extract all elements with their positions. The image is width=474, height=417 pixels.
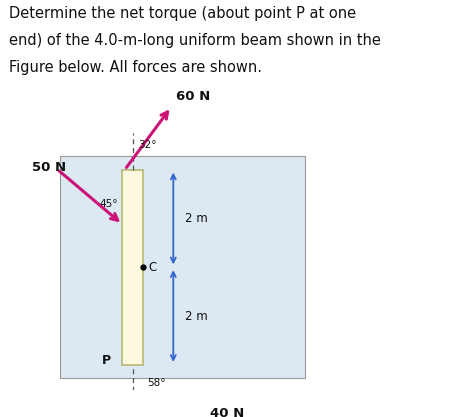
- FancyBboxPatch shape: [60, 156, 305, 379]
- Text: 2 m: 2 m: [185, 309, 208, 322]
- Text: 58°: 58°: [147, 378, 165, 388]
- Text: 2 m: 2 m: [185, 212, 208, 225]
- Text: end) of the 4.0-m-long uniform beam shown in the: end) of the 4.0-m-long uniform beam show…: [9, 33, 381, 48]
- Text: Figure below. All forces are shown.: Figure below. All forces are shown.: [9, 60, 262, 75]
- Text: Determine the net torque (about point P at one: Determine the net torque (about point P …: [9, 6, 356, 21]
- Text: 32°: 32°: [138, 140, 157, 150]
- Text: 50 N: 50 N: [32, 161, 66, 174]
- Text: C: C: [149, 261, 157, 274]
- Text: 45°: 45°: [100, 199, 118, 209]
- Text: P: P: [102, 354, 111, 367]
- Text: 40 N: 40 N: [210, 407, 244, 417]
- FancyBboxPatch shape: [122, 170, 143, 365]
- Text: 60 N: 60 N: [176, 90, 210, 103]
